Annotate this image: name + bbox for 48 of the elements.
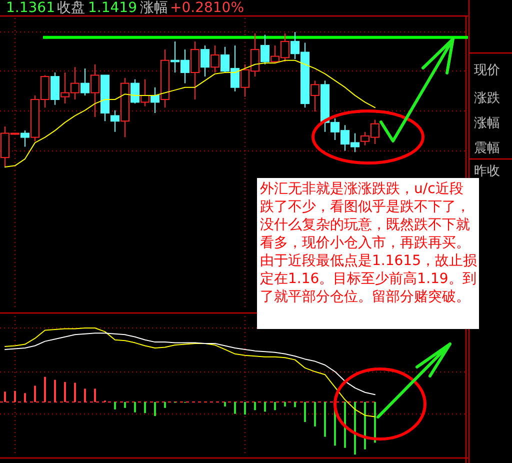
bar — [64, 382, 66, 402]
bar — [284, 402, 286, 406]
bar — [54, 380, 56, 402]
bar — [14, 390, 16, 402]
bar — [374, 402, 376, 443]
bar — [24, 393, 26, 402]
bar — [94, 388, 96, 402]
bar — [274, 402, 276, 410]
candlestick — [190, 40, 200, 100]
bar — [304, 402, 306, 422]
candlestick — [160, 49, 170, 108]
bar — [154, 402, 156, 416]
text: 震幅 — [474, 141, 500, 156]
bar — [314, 402, 316, 426]
bar — [4, 392, 6, 402]
bar — [224, 402, 226, 406]
candlestick — [20, 130, 30, 148]
bar — [294, 402, 296, 408]
bar — [164, 402, 166, 408]
text: 涨幅 — [474, 116, 500, 131]
bar — [344, 402, 346, 448]
bar — [244, 402, 246, 415]
bar — [254, 402, 256, 410]
text: 1.1419 — [88, 0, 137, 16]
bar — [44, 376, 46, 402]
text: 昨收 — [474, 164, 500, 179]
bar — [234, 402, 236, 414]
text: 涨跌 — [474, 91, 500, 106]
bar — [364, 402, 366, 450]
text: +0.2810% — [170, 0, 244, 16]
candlestick — [210, 45, 220, 73]
bar — [74, 382, 76, 402]
bar — [264, 402, 266, 412]
candlestick — [120, 77, 130, 138]
text: 收盘 — [57, 0, 85, 16]
bar — [324, 402, 326, 437]
bar — [134, 402, 136, 412]
bar — [34, 386, 36, 402]
text: 现价 — [474, 63, 500, 78]
bar — [354, 402, 356, 455]
bar — [144, 402, 146, 414]
bar — [124, 402, 126, 408]
text: 1.1361 — [6, 0, 55, 16]
bar — [84, 388, 86, 402]
text: 外汇无非就是涨涨跌跌，u/c近段跌了不少，看图似乎是跌不下了，没什么复杂的玩意，既然跌不下就看多，现价小仓入市，再跌再买。由于近段最低点是1.1615，故止损定在1.16。目标至少前高1.19。到了就平部分仓位。留部分赌突破。 — [257, 178, 479, 329]
text: 涨幅 — [140, 0, 168, 16]
candlestick — [90, 64, 100, 118]
bar — [114, 402, 116, 410]
